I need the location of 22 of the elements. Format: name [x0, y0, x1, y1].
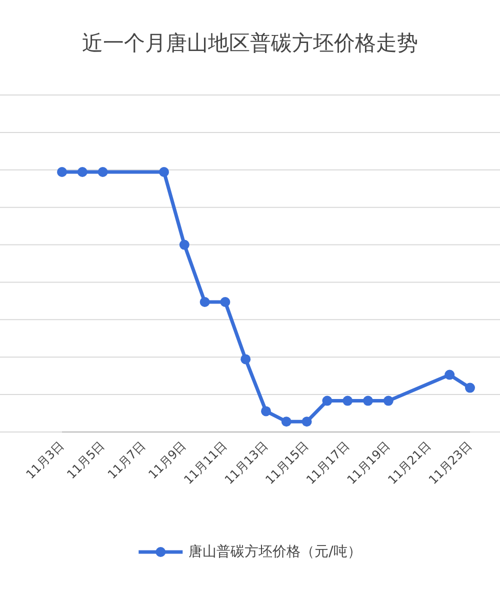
legend-label: 唐山普碳方坯价格（元/吨）: [188, 542, 362, 560]
chart-title: 近一个月唐山地区普碳方坯价格走势: [82, 31, 418, 55]
point: [179, 240, 190, 250]
point: [383, 396, 394, 406]
point: [342, 396, 353, 406]
point: [302, 416, 312, 427]
point: [220, 297, 230, 307]
point: [281, 416, 292, 427]
point: [159, 167, 169, 177]
point: [240, 354, 251, 364]
point: [261, 406, 271, 416]
x-tick-label: 11月3日: [23, 438, 66, 482]
x-tick-label: 11月7日: [104, 438, 148, 482]
point: [444, 370, 455, 380]
point: [98, 167, 108, 177]
point: [200, 297, 210, 307]
point: [57, 167, 67, 177]
point: [77, 167, 88, 177]
x-tick-label: 11月5日: [64, 438, 108, 482]
point: [465, 382, 475, 393]
point: [363, 396, 373, 406]
point: [322, 396, 332, 406]
